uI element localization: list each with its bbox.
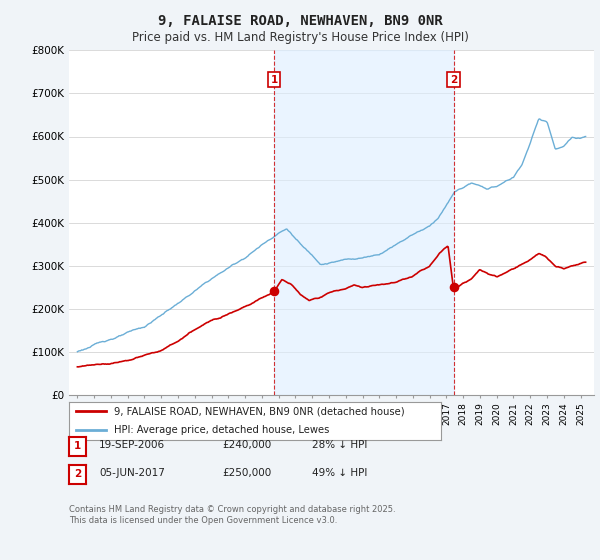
Text: Contains HM Land Registry data © Crown copyright and database right 2025.
This d: Contains HM Land Registry data © Crown c… [69,505,395,525]
Text: £250,000: £250,000 [222,468,271,478]
Point [269,287,279,296]
Text: 49% ↓ HPI: 49% ↓ HPI [312,468,367,478]
Text: 2: 2 [74,469,81,479]
Text: 9, FALAISE ROAD, NEWHAVEN, BN9 0NR (detached house): 9, FALAISE ROAD, NEWHAVEN, BN9 0NR (deta… [113,407,404,417]
Text: HPI: Average price, detached house, Lewes: HPI: Average price, detached house, Lewe… [113,424,329,435]
Text: 19-SEP-2006: 19-SEP-2006 [99,440,165,450]
Text: Price paid vs. HM Land Registry's House Price Index (HPI): Price paid vs. HM Land Registry's House … [131,31,469,44]
Point [449,283,458,292]
Text: £240,000: £240,000 [222,440,271,450]
Text: 2: 2 [450,74,457,85]
Text: 9, FALAISE ROAD, NEWHAVEN, BN9 0NR: 9, FALAISE ROAD, NEWHAVEN, BN9 0NR [158,14,442,28]
Text: 1: 1 [271,74,278,85]
Bar [274,50,454,395]
Text: 05-JUN-2017: 05-JUN-2017 [99,468,165,478]
Text: 28% ↓ HPI: 28% ↓ HPI [312,440,367,450]
Text: 1: 1 [74,441,81,451]
